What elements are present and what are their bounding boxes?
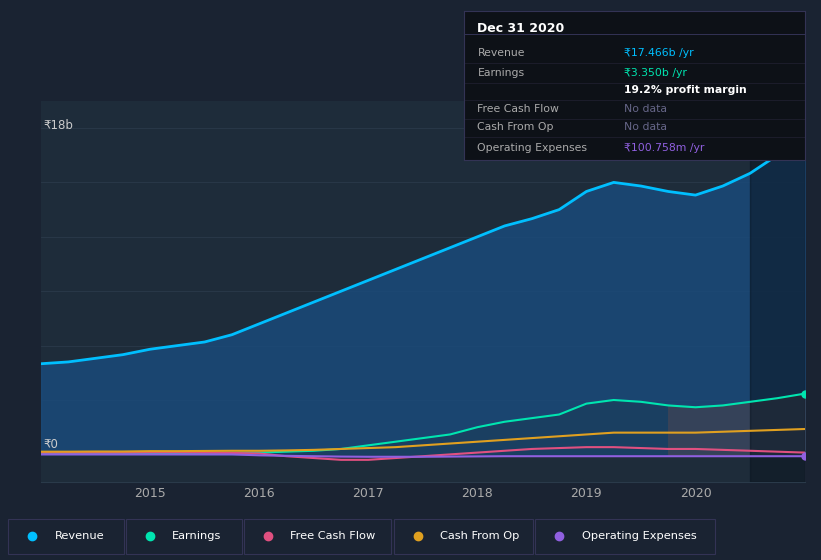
Text: Revenue: Revenue xyxy=(54,531,104,541)
Text: ₹3.350b /yr: ₹3.350b /yr xyxy=(624,68,687,78)
Text: ₹0: ₹0 xyxy=(44,438,58,451)
Text: Operating Expenses: Operating Expenses xyxy=(581,531,696,541)
Bar xyxy=(393,519,533,554)
Bar xyxy=(535,519,714,554)
Text: Operating Expenses: Operating Expenses xyxy=(478,143,588,152)
Text: No data: No data xyxy=(624,104,667,114)
Text: Free Cash Flow: Free Cash Flow xyxy=(290,531,375,541)
Bar xyxy=(244,519,392,554)
Text: Free Cash Flow: Free Cash Flow xyxy=(478,104,559,114)
Text: Cash From Op: Cash From Op xyxy=(478,123,554,133)
Text: Earnings: Earnings xyxy=(172,531,222,541)
Text: 19.2% profit margin: 19.2% profit margin xyxy=(624,86,747,95)
Text: Cash From Op: Cash From Op xyxy=(440,531,519,541)
Text: Revenue: Revenue xyxy=(478,48,525,58)
Text: Dec 31 2020: Dec 31 2020 xyxy=(478,22,565,35)
Text: No data: No data xyxy=(624,123,667,133)
Text: ₹17.466b /yr: ₹17.466b /yr xyxy=(624,48,694,58)
Bar xyxy=(8,519,124,554)
Text: ₹18b: ₹18b xyxy=(44,119,73,132)
Bar xyxy=(750,101,805,482)
Bar xyxy=(126,519,241,554)
Text: Earnings: Earnings xyxy=(478,68,525,78)
Text: ₹100.758m /yr: ₹100.758m /yr xyxy=(624,143,704,152)
